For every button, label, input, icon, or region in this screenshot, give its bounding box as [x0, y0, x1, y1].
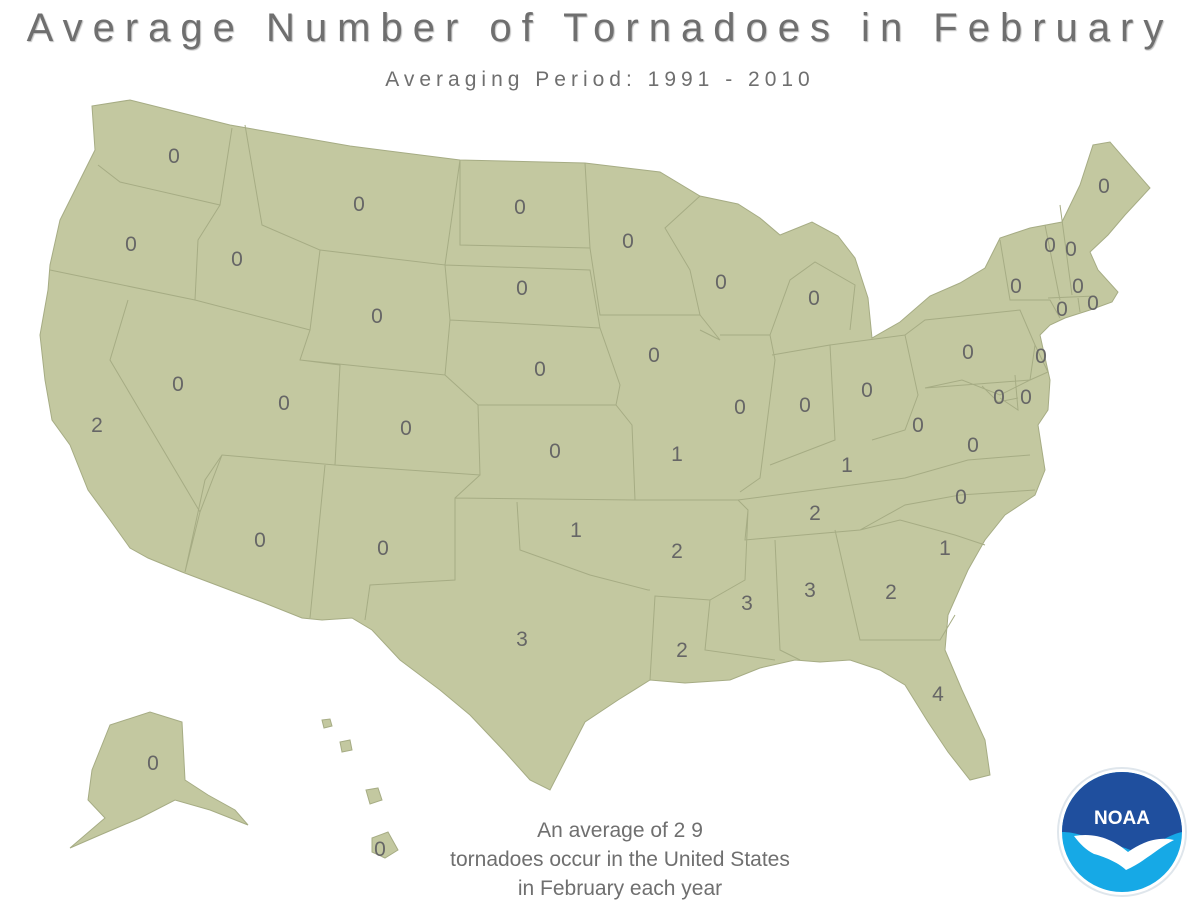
state-value-ca: 2: [91, 414, 103, 437]
state-value-fl: 4: [932, 683, 944, 706]
alaska-landmass: [69, 711, 249, 849]
state-value-co: 0: [400, 417, 412, 440]
state-value-ut: 0: [278, 392, 290, 415]
state-value-in: 0: [799, 394, 811, 417]
state-value-sc: 1: [939, 537, 951, 560]
state-value-ar: 2: [671, 540, 683, 563]
state-value-ok: 1: [570, 519, 582, 542]
state-value-mt: 0: [353, 193, 365, 216]
state-value-nc: 0: [955, 486, 967, 509]
summary-text: An average of 2 9 tornadoes occur in the…: [400, 816, 840, 903]
state-value-md: 0: [993, 386, 1005, 409]
state-value-la: 2: [676, 639, 688, 662]
state-value-wi: 0: [715, 271, 727, 294]
state-value-wv: 0: [912, 414, 924, 437]
state-borders: [49, 124, 1096, 681]
state-value-ak: 0: [147, 752, 159, 775]
noaa-logo-text: NOAA: [1094, 808, 1150, 829]
state-value-wy: 0: [371, 305, 383, 328]
state-value-sd: 0: [516, 277, 528, 300]
state-value-de: 0: [1020, 386, 1032, 409]
state-value-ia: 0: [648, 344, 660, 367]
state-value-nv: 0: [172, 373, 184, 396]
state-value-mn: 0: [622, 230, 634, 253]
state-value-ma: 0: [1072, 275, 1084, 298]
state-value-ct: 0: [1056, 298, 1068, 321]
state-value-tx: 3: [516, 628, 528, 651]
state-value-il: 0: [734, 396, 746, 419]
summary-line-2: tornadoes occur in the United States: [450, 848, 790, 871]
state-value-nh: 0: [1065, 238, 1077, 261]
contiguous-us-landmass: [39, 99, 1151, 791]
state-value-al: 3: [804, 579, 816, 602]
page-subtitle: Averaging Period: 1991 - 2010: [385, 68, 815, 91]
noaa-logo: NOAA: [1057, 767, 1187, 897]
state-value-wa: 0: [168, 145, 180, 168]
state-value-ga: 2: [885, 581, 897, 604]
state-value-ne: 0: [534, 358, 546, 381]
hawaii-oahu: [339, 739, 353, 753]
state-value-ny: 0: [1010, 275, 1022, 298]
state-value-nj: 0: [1035, 345, 1047, 368]
state-value-va: 0: [967, 434, 979, 457]
state-value-ky: 1: [841, 454, 853, 477]
state-value-or: 0: [125, 233, 137, 256]
hawaii-kauai: [321, 718, 333, 729]
summary-line-1: An average of 2 9: [537, 819, 703, 842]
state-value-me: 0: [1098, 175, 1110, 198]
state-value-az: 0: [254, 529, 266, 552]
state-value-oh: 0: [861, 379, 873, 402]
state-value-ks: 0: [549, 440, 561, 463]
state-value-id: 0: [231, 248, 243, 271]
state-value-ri: 0: [1087, 292, 1099, 315]
state-value-mi: 0: [808, 287, 820, 310]
state-value-tn: 2: [809, 502, 821, 525]
hawaii-big-island: [371, 831, 399, 859]
state-value-nd: 0: [514, 196, 526, 219]
state-value-mo: 1: [671, 443, 683, 466]
state-value-hi: 0: [374, 838, 386, 861]
state-value-ms: 3: [741, 592, 753, 615]
state-value-vt: 0: [1044, 234, 1056, 257]
hawaii-maui: [365, 787, 383, 805]
state-value-nm: 0: [377, 537, 389, 560]
state-value-pa: 0: [962, 341, 974, 364]
summary-line-3: in February each year: [517, 877, 723, 900]
page-title: Average Number of Tornadoes in February: [26, 6, 1174, 50]
